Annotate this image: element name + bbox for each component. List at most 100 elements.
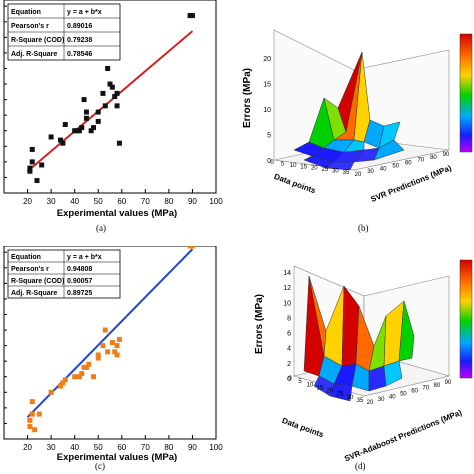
z-axis-label-d: Errors (MPa) (254, 294, 265, 354)
scatter-point (29, 399, 35, 405)
z-tick-label: 15 (263, 82, 271, 89)
colorbar-b (459, 33, 473, 153)
x-tick-label: 15 (317, 385, 324, 391)
scatter-point (83, 115, 89, 121)
x-tick-label: 90 (188, 443, 197, 452)
scatter-point (81, 97, 87, 103)
table-cell: 0.79238 (67, 37, 92, 44)
scatter-point (27, 165, 33, 171)
panel-label-a: (a) (96, 223, 106, 233)
scatter-point (34, 178, 40, 184)
scatter-point (48, 389, 54, 395)
table-cell: R-Square (COD) (11, 37, 64, 44)
panel-label-c: (c) (95, 461, 105, 471)
y-tick-label: 30 (378, 397, 385, 403)
scatter-point (102, 327, 108, 333)
x-tick-label: 30 (347, 395, 354, 401)
scatter-point (29, 146, 35, 152)
x-tick-label: 25 (337, 392, 344, 398)
x-tick-label: 10 (290, 163, 297, 169)
x-tick-label: 20 (327, 389, 334, 395)
scatter-point (114, 103, 120, 109)
error-surface-b (293, 51, 405, 171)
plot-frame-a (3, 0, 217, 194)
scatter-point (112, 349, 118, 355)
z-tick-label: 4 (287, 346, 291, 353)
fit-line (26, 248, 194, 418)
scatter-point (29, 159, 35, 165)
scatter-point (112, 94, 118, 99)
scatter-point (114, 90, 120, 96)
scatter-point (95, 109, 101, 115)
y-tick-label: 50 (400, 391, 407, 397)
scatter-point (27, 417, 33, 423)
scatter-point (109, 84, 115, 90)
table-cell: y = a + b*x (67, 254, 102, 261)
x-axis-label-c: Experimental values (MPa) (57, 452, 177, 463)
table-cell: Adj. R-Square (11, 290, 57, 297)
scatter-point (27, 168, 33, 174)
table-cell: Equation (11, 254, 41, 261)
scatter-point (107, 81, 113, 87)
scatter-point (36, 411, 42, 417)
table-cell: R-Square (COD) (11, 278, 64, 285)
z-tick-label: 8 (287, 315, 291, 322)
x-axis-label-d: Data points (281, 416, 326, 440)
x-tick-label: 100 (209, 197, 223, 206)
scatter-point (105, 349, 111, 355)
scatter-point (83, 109, 89, 115)
z-tick-label: 10 (263, 107, 271, 114)
x-tick-label: 80 (164, 197, 173, 206)
z-tick-label: 0 (267, 158, 271, 165)
scatter-point (105, 65, 111, 71)
y-tick-label: 50 (392, 163, 399, 169)
x-tick-label: 70 (141, 197, 150, 206)
scatter-point (83, 364, 89, 370)
scatter-point (100, 343, 106, 349)
x-tick-label: 25 (322, 167, 329, 173)
stats-table-a: Equation y = a + b*x Pearson's r 0.89016… (7, 3, 121, 61)
scatter-point (79, 371, 85, 377)
y-tick-label: 30 (367, 169, 374, 175)
scatter-point (116, 140, 122, 146)
table-cell: 0.90057 (67, 278, 92, 285)
y-tick-label: 80 (430, 155, 437, 161)
scatter-point (91, 374, 97, 380)
scatter-point (48, 134, 54, 140)
scatter-point (95, 118, 101, 124)
scatter-point (62, 122, 68, 128)
scatter-point (95, 355, 101, 361)
colorbar-d (459, 259, 473, 379)
scatter-point (60, 140, 66, 146)
scatter-chart-a: 20 30 40 50 60 70 80 90 100 Equation y = a + b*x… (3, 0, 223, 219)
plot-frame-c (3, 246, 217, 440)
x-tick-label: 15 (300, 164, 307, 170)
scatter-point (58, 383, 64, 389)
scatter-point (88, 128, 94, 134)
scatter-point (76, 374, 82, 380)
scatter-point (60, 380, 66, 386)
scatter-point (27, 424, 33, 430)
x-axis-label-a: Experimental values (MPa) (57, 208, 177, 219)
x-tick-label: 0 (270, 160, 274, 166)
z-tick-label: 10 (283, 300, 291, 307)
x-tick-label: 35 (357, 398, 364, 404)
error-surface-d (303, 275, 415, 402)
y-tick-label: 80 (434, 383, 441, 389)
z-tick-label: 0 (287, 376, 291, 383)
y-tick-label: 90 (445, 380, 452, 386)
panel-label-b: (b) (358, 223, 369, 233)
y-tick-label: 40 (380, 166, 387, 172)
z-tick-label: 5 (267, 133, 271, 140)
scatter-point (86, 361, 92, 367)
scatter-point (32, 427, 38, 433)
x-tick-label: 20 (23, 197, 32, 206)
x-tick-label: 30 (332, 169, 339, 175)
x-tick-label: 30 (47, 197, 56, 206)
table-cell: 0.94808 (67, 266, 92, 273)
table-cell: y = a + b*x (67, 9, 102, 16)
scatter-point (79, 125, 85, 131)
stats-table-c: Equation y = a + b*x Pearson's r 0.94808… (7, 249, 121, 299)
y-tick-label: 70 (418, 158, 425, 164)
